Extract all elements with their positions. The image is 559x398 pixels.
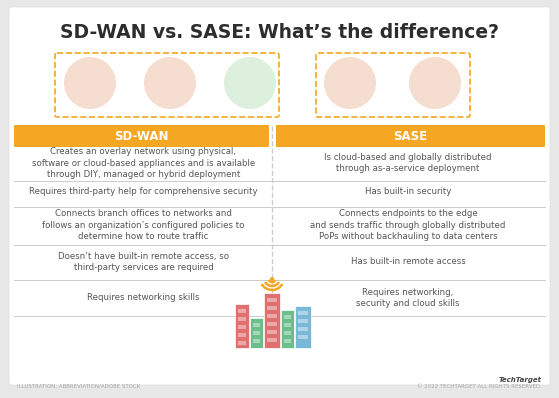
Bar	[284, 323, 291, 327]
FancyBboxPatch shape	[9, 7, 550, 385]
Bar	[264, 293, 280, 348]
Bar	[284, 331, 291, 335]
Bar	[298, 327, 308, 331]
Text: Is cloud-based and globally distributed
through as-a-service deployment: Is cloud-based and globally distributed …	[324, 153, 492, 173]
Bar	[253, 323, 260, 327]
Text: Has built-in security: Has built-in security	[365, 187, 451, 197]
Bar	[267, 330, 277, 334]
Circle shape	[64, 57, 116, 109]
Text: Creates an overlay network using physical,
software or cloud-based appliances an: Creates an overlay network using physica…	[32, 147, 255, 179]
Bar	[267, 322, 277, 326]
Text: SASE: SASE	[394, 129, 428, 142]
Bar	[281, 310, 294, 348]
Text: Has built-in remote access: Has built-in remote access	[350, 258, 466, 267]
Bar	[253, 331, 260, 335]
Bar	[267, 306, 277, 310]
Bar	[298, 319, 308, 323]
Bar	[238, 341, 246, 345]
Text: Connects endpoints to the edge
and sends traffic through globally distributed
Po: Connects endpoints to the edge and sends…	[310, 209, 506, 241]
Bar	[235, 304, 249, 348]
Circle shape	[224, 57, 276, 109]
Bar	[238, 325, 246, 329]
Circle shape	[409, 57, 461, 109]
Bar	[267, 338, 277, 342]
Bar	[253, 339, 260, 343]
Circle shape	[324, 57, 376, 109]
Bar	[284, 315, 291, 319]
Text: SD-WAN: SD-WAN	[114, 129, 169, 142]
Text: SD-WAN vs. SASE: What’s the difference?: SD-WAN vs. SASE: What’s the difference?	[59, 23, 499, 41]
Text: Requires third-party help for comprehensive security: Requires third-party help for comprehens…	[29, 187, 258, 197]
Text: Connects branch offices to networks and
follows an organization’s configured pol: Connects branch offices to networks and …	[42, 209, 245, 241]
Bar	[267, 314, 277, 318]
Text: Requires networking skills: Requires networking skills	[87, 293, 200, 302]
Bar	[238, 309, 246, 313]
Text: TechTarget: TechTarget	[499, 377, 542, 383]
Bar	[298, 335, 308, 339]
FancyBboxPatch shape	[14, 125, 269, 147]
Text: ILLUSTRATION: ABBREVIATION/ADOBE STOCK: ILLUSTRATION: ABBREVIATION/ADOBE STOCK	[17, 384, 140, 388]
Bar	[295, 306, 311, 348]
Bar	[284, 339, 291, 343]
Text: Requires networking,
security and cloud skills: Requires networking, security and cloud …	[356, 288, 459, 308]
Circle shape	[270, 277, 274, 281]
Bar	[298, 311, 308, 315]
Text: © 2022 TECHTARGET ALL RIGHTS RESERVED.: © 2022 TECHTARGET ALL RIGHTS RESERVED.	[417, 384, 542, 388]
Bar	[250, 318, 263, 348]
Bar	[267, 298, 277, 302]
Bar	[238, 317, 246, 321]
Circle shape	[144, 57, 196, 109]
FancyBboxPatch shape	[276, 125, 545, 147]
Bar	[238, 333, 246, 337]
Text: Doesn’t have built-in remote access, so
third-party services are required: Doesn’t have built-in remote access, so …	[58, 252, 229, 272]
